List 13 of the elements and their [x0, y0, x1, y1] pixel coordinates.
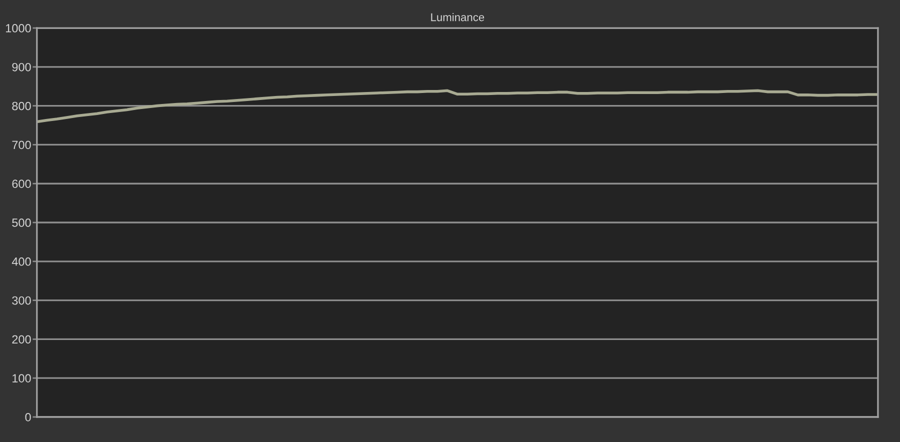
y-tick-label: 500	[12, 218, 31, 227]
y-tick-label: 700	[12, 140, 31, 150]
y-tick-label: 1000	[6, 24, 31, 32]
chart-title: Luminance	[431, 13, 484, 22]
y-tick-label: 400	[12, 257, 31, 266]
y-tick-label: 800	[12, 102, 31, 110]
y-tick-label: 900	[12, 62, 31, 72]
y-tick-label: 100	[12, 374, 31, 382]
y-tick-label: 200	[12, 335, 31, 344]
y-tick-label: 600	[12, 180, 31, 188]
y-tick-label: 0	[25, 413, 31, 422]
line-series	[36, 89, 878, 124]
y-tick-label: 300	[12, 296, 31, 305]
